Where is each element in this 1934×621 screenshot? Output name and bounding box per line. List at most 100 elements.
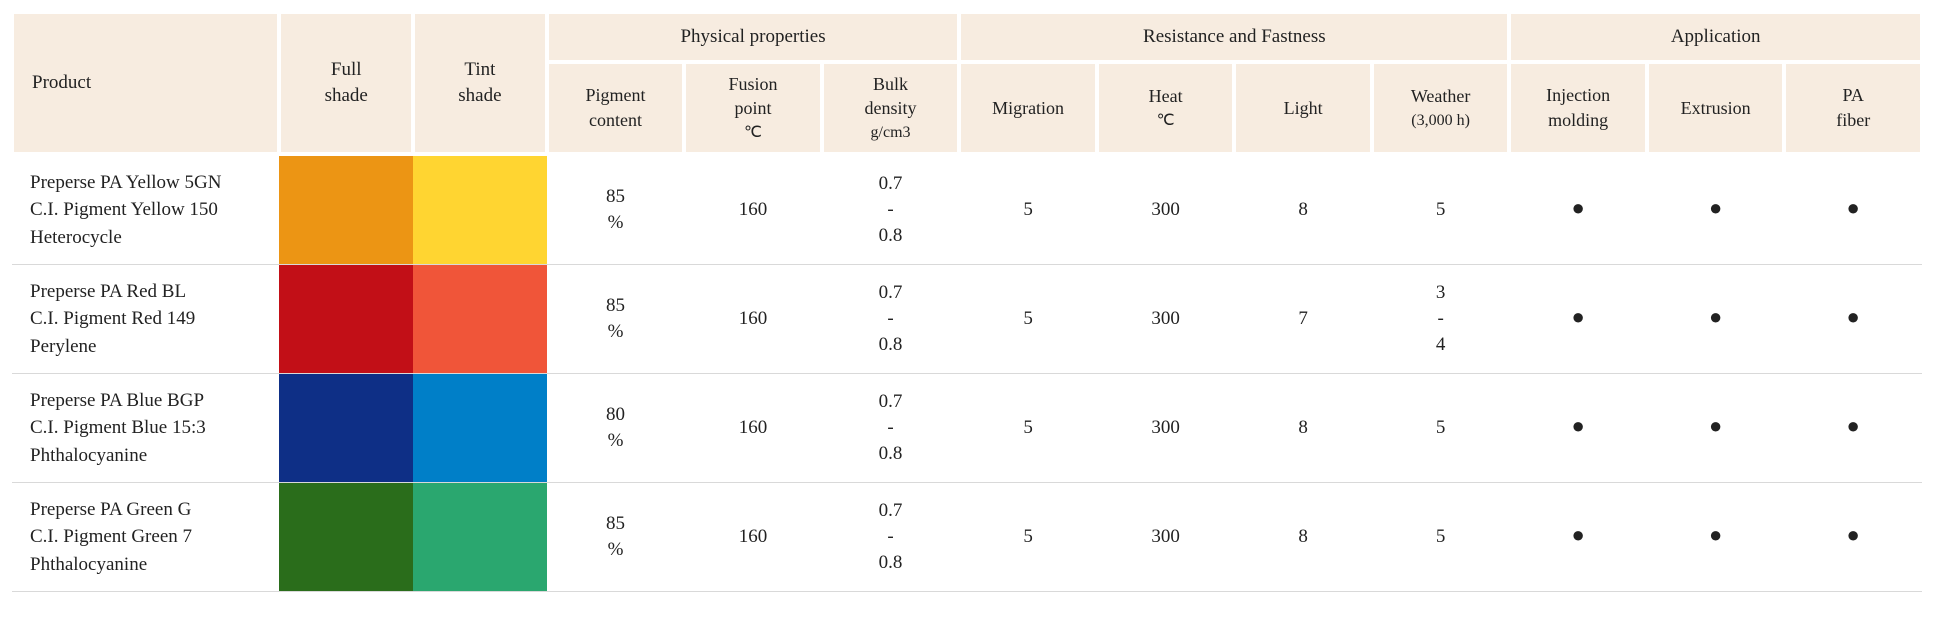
cell-migration: 5: [959, 154, 1097, 265]
cell-weather: 3 - 4: [1372, 264, 1510, 373]
header-weather: Weather (3,000 h): [1372, 62, 1510, 154]
cell-light: 8: [1234, 373, 1372, 482]
header-physical: Physical properties: [547, 12, 960, 62]
cell-fusion-point: 160: [684, 373, 822, 482]
dot-icon: ●: [1571, 304, 1584, 329]
cell-full-shade: [279, 154, 413, 265]
cell-injection: ●: [1509, 373, 1647, 482]
cell-pa-fiber: ●: [1784, 264, 1922, 373]
header-fusion-point: Fusion point ℃: [684, 62, 822, 154]
header-heat: Heat ℃: [1097, 62, 1235, 154]
cell-heat: 300: [1097, 373, 1235, 482]
cell-weather: 5: [1372, 373, 1510, 482]
cell-tint-shade: [413, 373, 547, 482]
cell-light: 8: [1234, 154, 1372, 265]
header-tint-shade: Tint shade: [413, 12, 547, 154]
table-body: Preperse PA Yellow 5GN C.I. Pigment Yell…: [12, 154, 1922, 592]
tint-shade-swatch: [413, 483, 547, 591]
dot-icon: ●: [1709, 522, 1722, 547]
header-injection: Injection molding: [1509, 62, 1647, 154]
cell-heat: 300: [1097, 264, 1235, 373]
header-resistance: Resistance and Fastness: [959, 12, 1509, 62]
header-fusion-point-label: Fusion point: [729, 74, 778, 118]
header-full-shade: Full shade: [279, 12, 413, 154]
dot-icon: ●: [1847, 522, 1860, 547]
cell-light: 7: [1234, 264, 1372, 373]
cell-light: 8: [1234, 482, 1372, 591]
cell-pigment-content: 80 %: [547, 373, 685, 482]
cell-extrusion: ●: [1647, 482, 1785, 591]
dot-icon: ●: [1571, 195, 1584, 220]
cell-product: Preperse PA Red BL C.I. Pigment Red 149 …: [12, 264, 279, 373]
cell-pigment-content: 85 %: [547, 482, 685, 591]
dot-icon: ●: [1847, 304, 1860, 329]
table-row: Preperse PA Blue BGP C.I. Pigment Blue 1…: [12, 373, 1922, 482]
cell-extrusion: ●: [1647, 154, 1785, 265]
cell-migration: 5: [959, 264, 1097, 373]
header-heat-unit: ℃: [1103, 110, 1229, 132]
cell-bulk-density: 0.7 - 0.8: [822, 264, 960, 373]
header-application: Application: [1509, 12, 1922, 62]
cell-heat: 300: [1097, 154, 1235, 265]
header-bulk-density-unit: g/cm3: [828, 122, 954, 144]
cell-bulk-density: 0.7 - 0.8: [822, 482, 960, 591]
tint-shade-swatch: [413, 265, 547, 373]
dot-icon: ●: [1709, 304, 1722, 329]
cell-pigment-content: 85 %: [547, 264, 685, 373]
cell-fusion-point: 160: [684, 154, 822, 265]
header-heat-label: Heat: [1149, 86, 1183, 106]
header-pigment-content: Pigment content: [547, 62, 685, 154]
header-pa-fiber: PA fiber: [1784, 62, 1922, 154]
cell-migration: 5: [959, 482, 1097, 591]
cell-bulk-density: 0.7 - 0.8: [822, 154, 960, 265]
cell-full-shade: [279, 264, 413, 373]
cell-fusion-point: 160: [684, 482, 822, 591]
cell-heat: 300: [1097, 482, 1235, 591]
table-row: Preperse PA Yellow 5GN C.I. Pigment Yell…: [12, 154, 1922, 265]
cell-pa-fiber: ●: [1784, 373, 1922, 482]
cell-extrusion: ●: [1647, 373, 1785, 482]
header-weather-sub: (3,000 h): [1378, 110, 1504, 132]
cell-migration: 5: [959, 373, 1097, 482]
cell-pa-fiber: ●: [1784, 482, 1922, 591]
header-migration: Migration: [959, 62, 1097, 154]
dot-icon: ●: [1709, 413, 1722, 438]
header-bulk-density-label: Bulk density: [865, 74, 917, 118]
dot-icon: ●: [1709, 195, 1722, 220]
full-shade-swatch: [279, 265, 413, 373]
cell-pa-fiber: ●: [1784, 154, 1922, 265]
full-shade-swatch: [279, 156, 413, 264]
cell-full-shade: [279, 373, 413, 482]
cell-product: Preperse PA Blue BGP C.I. Pigment Blue 1…: [12, 373, 279, 482]
full-shade-swatch: [279, 374, 413, 482]
cell-weather: 5: [1372, 482, 1510, 591]
cell-product: Preperse PA Yellow 5GN C.I. Pigment Yell…: [12, 154, 279, 265]
cell-pigment-content: 85 %: [547, 154, 685, 265]
header-extrusion: Extrusion: [1647, 62, 1785, 154]
header-weather-label: Weather: [1411, 86, 1471, 106]
dot-icon: ●: [1847, 413, 1860, 438]
cell-injection: ●: [1509, 154, 1647, 265]
header-fusion-point-unit: ℃: [690, 122, 816, 144]
cell-weather: 5: [1372, 154, 1510, 265]
cell-bulk-density: 0.7 - 0.8: [822, 373, 960, 482]
header-light: Light: [1234, 62, 1372, 154]
table-row: Preperse PA Green G C.I. Pigment Green 7…: [12, 482, 1922, 591]
dot-icon: ●: [1847, 195, 1860, 220]
tint-shade-swatch: [413, 374, 547, 482]
header-bulk-density: Bulk density g/cm3: [822, 62, 960, 154]
full-shade-swatch: [279, 483, 413, 591]
cell-tint-shade: [413, 264, 547, 373]
cell-extrusion: ●: [1647, 264, 1785, 373]
cell-injection: ●: [1509, 264, 1647, 373]
header-product: Product: [12, 12, 279, 154]
tint-shade-swatch: [413, 156, 547, 264]
cell-full-shade: [279, 482, 413, 591]
table-row: Preperse PA Red BL C.I. Pigment Red 149 …: [12, 264, 1922, 373]
pigment-table: Product Full shade Tint shade Physical p…: [10, 10, 1924, 592]
cell-tint-shade: [413, 154, 547, 265]
dot-icon: ●: [1571, 413, 1584, 438]
cell-product: Preperse PA Green G C.I. Pigment Green 7…: [12, 482, 279, 591]
cell-injection: ●: [1509, 482, 1647, 591]
table-header: Product Full shade Tint shade Physical p…: [12, 12, 1922, 154]
